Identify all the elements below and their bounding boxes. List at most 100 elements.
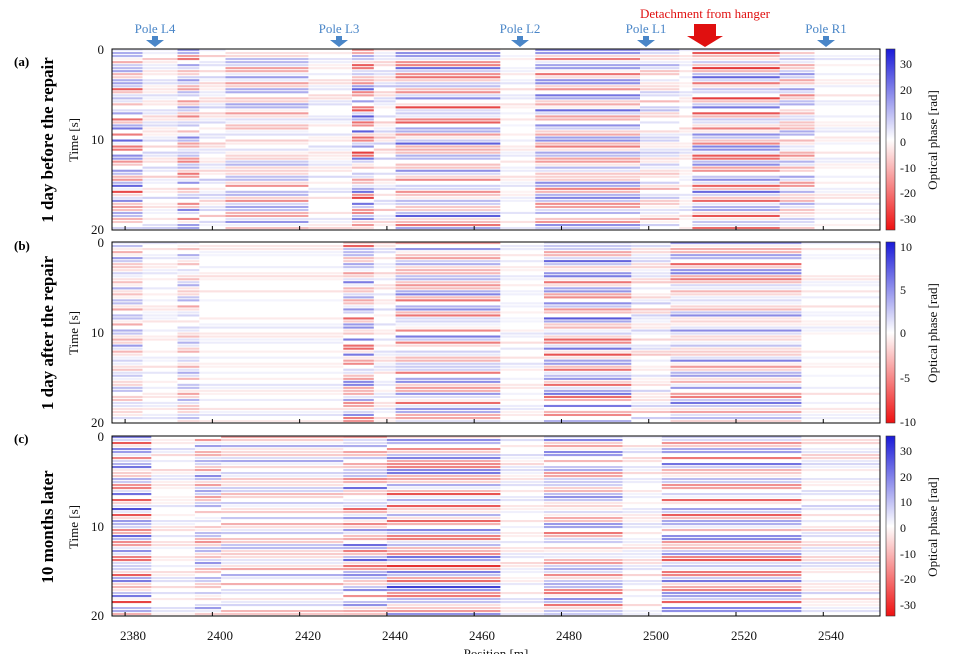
heatmap-cell — [343, 281, 374, 284]
heatmap-cell — [199, 160, 226, 163]
heatmap-cell — [661, 508, 802, 511]
heatmap-cell — [500, 112, 536, 115]
panel-b-row-label: 1 day after the repair — [38, 255, 57, 410]
heatmap-cell — [692, 127, 780, 130]
heatmap-cell — [177, 242, 200, 245]
heatmap-cell — [801, 535, 880, 538]
heatmap-cell — [395, 121, 501, 124]
heatmap-cell — [142, 61, 178, 64]
heatmap-cell — [692, 175, 780, 178]
heatmap-cell — [352, 118, 374, 121]
heatmap-cell — [177, 281, 200, 284]
heatmap-cell — [544, 508, 623, 511]
heatmap-cell — [352, 202, 374, 205]
heatmap-cell — [801, 401, 880, 405]
heatmap-cell — [225, 163, 309, 166]
heatmap-cell — [535, 181, 640, 184]
heatmap-cell — [801, 601, 880, 604]
heatmap-cell — [386, 514, 501, 517]
heatmap-cell — [692, 157, 780, 160]
heatmap-cell — [199, 420, 344, 423]
heatmap-cell — [779, 184, 815, 187]
heatmap-cell — [343, 601, 387, 604]
panel-c-cb-tick-m30: -30 — [900, 598, 916, 612]
heatmap-cell — [661, 541, 802, 544]
heatmap-cell — [640, 55, 680, 58]
heatmap-cell — [343, 260, 374, 263]
heatmap-cell — [343, 344, 374, 347]
heatmap-cell — [386, 490, 501, 493]
heatmap-cell — [640, 148, 680, 151]
heatmap-cell — [112, 52, 143, 55]
heatmap-cell — [142, 217, 178, 221]
heatmap-cell — [199, 118, 226, 121]
heatmap-cell — [640, 112, 680, 115]
heatmap-cell — [308, 115, 352, 118]
heatmap-cell — [308, 211, 352, 215]
heatmap-cell — [544, 293, 632, 296]
heatmap-cell — [544, 359, 632, 362]
heatmap-cell — [500, 607, 544, 610]
heatmap-cell — [500, 568, 544, 571]
heatmap-cell — [343, 359, 374, 362]
heatmap-cell — [221, 562, 344, 565]
heatmap-cell — [692, 205, 780, 209]
heatmap-cell — [386, 538, 501, 541]
heatmap-cell — [395, 377, 501, 380]
heatmap-cell — [395, 79, 501, 82]
heatmap-cell — [692, 220, 780, 224]
heatmap-cell — [225, 148, 309, 151]
heatmap-cell — [177, 356, 200, 359]
heatmap-cell — [343, 374, 374, 377]
heatmap-cell — [199, 190, 226, 193]
heatmap-cell — [544, 526, 623, 529]
heatmap-cell — [352, 220, 374, 224]
heatmap-cell — [622, 523, 662, 526]
heatmap-cell — [544, 445, 623, 448]
heatmap-cell — [679, 49, 693, 52]
heatmap-cell — [640, 166, 680, 169]
heatmap-cell — [343, 505, 387, 508]
heatmap-cell — [679, 133, 693, 136]
heatmap-cell — [177, 181, 200, 184]
heatmap-cell — [640, 73, 680, 76]
heatmap-cell — [225, 118, 309, 121]
heatmap-cell — [661, 598, 802, 601]
heatmap-cell — [544, 305, 632, 308]
heatmap-cell — [670, 329, 802, 332]
heatmap-cell — [177, 335, 200, 338]
heatmap-cell — [373, 350, 396, 353]
heatmap-cell — [814, 211, 880, 215]
heatmap-cell — [500, 82, 536, 85]
heatmap-cell — [801, 281, 880, 284]
heatmap-cell — [177, 154, 200, 157]
heatmap-cell — [343, 436, 387, 439]
heatmap-cell — [670, 251, 802, 254]
heatmap-cell — [779, 220, 815, 224]
detachment-marker: Detachment from hanger — [640, 6, 771, 47]
heatmap-cell — [631, 398, 671, 402]
heatmap-cell — [640, 187, 680, 190]
heatmap-cell — [177, 76, 200, 79]
heatmap-cell — [661, 586, 802, 589]
heatmap-cell — [544, 481, 623, 484]
heatmap-cell — [343, 401, 374, 405]
heatmap-cell — [199, 245, 344, 248]
heatmap-cell — [535, 196, 640, 199]
heatmap-cell — [221, 610, 344, 613]
heatmap-cell — [112, 175, 143, 178]
heatmap-cell — [779, 145, 815, 148]
heatmap-cell — [386, 448, 501, 451]
heatmap-cell — [631, 377, 671, 380]
heatmap-cell — [142, 109, 178, 112]
heatmap-cell — [386, 493, 501, 496]
heatmap-cell — [801, 490, 880, 493]
heatmap-cell — [692, 61, 780, 64]
heatmap-cell — [177, 290, 200, 293]
heatmap-cell — [308, 181, 352, 184]
heatmap-cell — [112, 407, 143, 411]
heatmap-cell — [640, 52, 680, 55]
heatmap-cell — [679, 91, 693, 94]
pole-l1-arrow-icon — [637, 36, 655, 47]
heatmap-cell — [535, 70, 640, 73]
